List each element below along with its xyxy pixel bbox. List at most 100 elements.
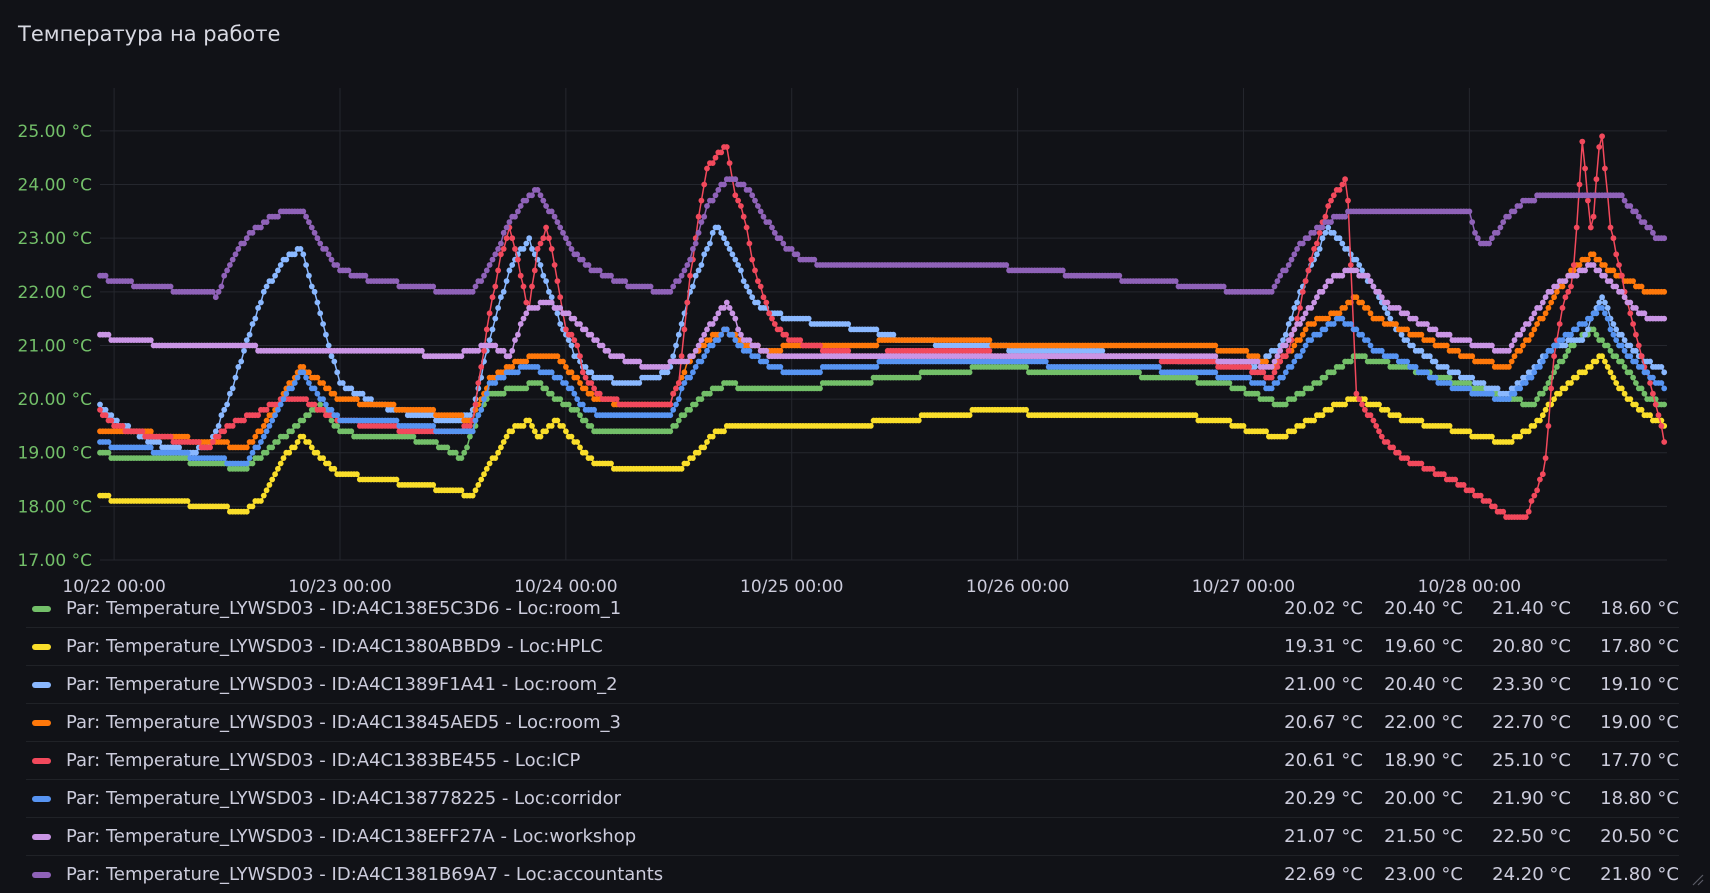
data-point	[472, 283, 479, 290]
data-point	[1590, 251, 1597, 258]
data-point	[1441, 471, 1447, 478]
legend-item[interactable]: Par: Temperature_LYWSD03 - ID:A4C138E5C3…	[26, 590, 1679, 628]
data-point	[97, 406, 103, 413]
data-point	[331, 390, 338, 397]
data-point	[486, 262, 493, 268]
data-point	[574, 439, 581, 445]
data-point	[263, 417, 270, 424]
data-point	[571, 337, 578, 343]
data-point	[873, 342, 880, 349]
data-point	[1610, 235, 1617, 242]
data-point	[805, 315, 812, 322]
data-point	[483, 465, 490, 472]
legend-item[interactable]: Par: Temperature_LYWSD03 - ID:A4C138EFF2…	[26, 818, 1679, 856]
data-point	[698, 262, 705, 268]
data-point	[560, 229, 566, 236]
data-point	[1359, 331, 1365, 338]
data-point	[1627, 310, 1634, 317]
data-point	[568, 369, 575, 376]
data-point	[1328, 278, 1334, 284]
data-point	[1353, 294, 1360, 301]
data-point	[1404, 326, 1411, 333]
data-point	[249, 460, 256, 467]
data-point	[732, 176, 739, 183]
temperature-chart[interactable]: 17.00 °C18.00 °C19.00 °C20.00 °C21.00 °C…	[0, 0, 1710, 600]
data-point	[461, 449, 468, 456]
data-point	[565, 337, 572, 343]
legend-item[interactable]: Par: Temperature_LYWSD03 - ID:A4C1387782…	[26, 780, 1679, 818]
data-point	[543, 385, 549, 392]
data-point	[1618, 358, 1625, 365]
legend-item[interactable]: Par: Temperature_LYWSD03 - ID:A4C1389F1A…	[26, 666, 1679, 704]
data-point	[1621, 347, 1628, 354]
data-point	[1525, 321, 1532, 327]
data-point	[1618, 272, 1625, 279]
data-point	[1282, 369, 1289, 376]
data-point	[687, 256, 693, 263]
data-point	[684, 262, 691, 268]
data-point	[1650, 390, 1656, 397]
data-point	[746, 240, 753, 247]
data-point	[275, 213, 281, 220]
data-point	[258, 498, 264, 504]
data-point	[489, 294, 496, 301]
data-point	[1325, 203, 1332, 209]
data-point	[1542, 353, 1549, 360]
data-point	[486, 460, 493, 467]
data-point	[1633, 208, 1639, 215]
data-point	[568, 385, 575, 392]
legend-item[interactable]: Par: Temperature_LYWSD03 - ID:A4C1381B69…	[26, 856, 1679, 893]
data-point	[675, 331, 682, 338]
legend-item[interactable]: Par: Temperature_LYWSD03 - ID:A4C1383BE4…	[26, 742, 1679, 780]
data-point	[311, 385, 318, 392]
data-point	[1528, 374, 1535, 381]
legend-stat-last: 21.00 °C	[1284, 674, 1363, 695]
data-point	[1562, 385, 1569, 392]
data-point	[704, 439, 710, 445]
data-point	[1311, 229, 1317, 236]
data-point	[523, 299, 530, 306]
data-point	[515, 369, 521, 376]
data-point	[1568, 331, 1574, 338]
data-point	[749, 294, 756, 301]
data-point	[1059, 267, 1066, 274]
data-point	[966, 412, 973, 419]
data-point	[571, 315, 578, 322]
y-tick-label: 19.00 °C	[18, 444, 92, 464]
legend-item[interactable]: Par: Temperature_LYWSD03 - ID:A4C13845AE…	[26, 704, 1679, 742]
data-point	[221, 272, 228, 279]
data-point	[1486, 498, 1492, 504]
series-5	[97, 305, 1668, 467]
data-point	[1548, 385, 1555, 392]
data-point	[701, 353, 708, 360]
data-point	[1542, 406, 1549, 413]
data-point	[1618, 331, 1625, 338]
data-point	[241, 347, 247, 354]
data-point	[1353, 267, 1360, 274]
data-point	[1551, 294, 1557, 301]
data-point	[1246, 364, 1252, 370]
data-point	[1576, 262, 1583, 268]
data-point	[523, 385, 530, 392]
data-point	[444, 444, 451, 451]
data-point	[1299, 390, 1306, 397]
data-point	[1559, 283, 1566, 290]
data-point	[718, 149, 725, 156]
data-point	[529, 283, 535, 290]
data-point	[1378, 294, 1385, 301]
data-point	[393, 278, 400, 284]
data-point	[563, 235, 569, 242]
resize-handle-icon[interactable]	[1690, 872, 1704, 886]
data-point	[272, 272, 278, 279]
legend-item[interactable]: Par: Temperature_LYWSD03 - ID:A4C1380ABB…	[26, 628, 1679, 666]
data-point	[534, 364, 541, 370]
data-point	[777, 310, 784, 317]
data-point	[684, 460, 691, 467]
legend-series-name: Par: Temperature_LYWSD03 - ID:A4C138EFF2…	[66, 826, 637, 847]
data-point	[678, 272, 685, 279]
data-point	[1446, 423, 1453, 429]
data-point	[732, 337, 739, 343]
data-point	[1638, 353, 1645, 360]
data-point	[147, 444, 154, 451]
data-point	[548, 390, 555, 397]
